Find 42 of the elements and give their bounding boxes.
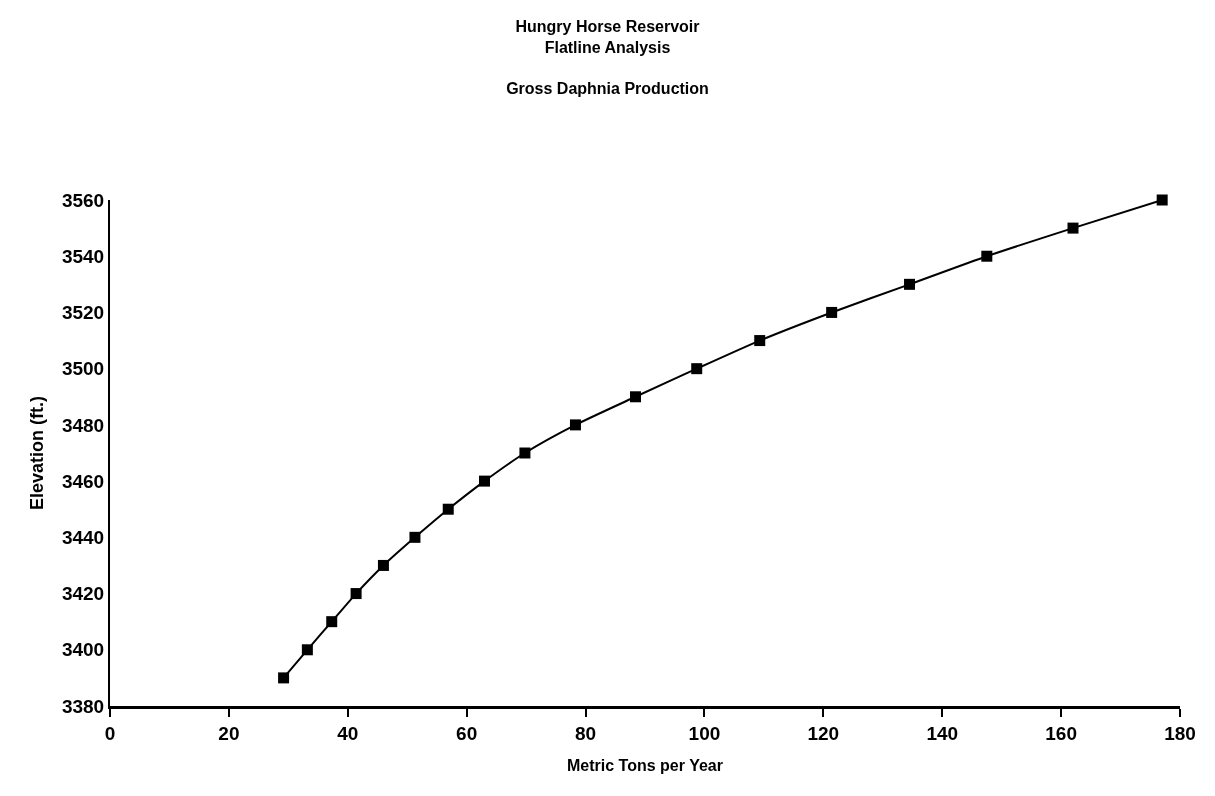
x-tick-label: 40 [337,722,359,744]
point [904,278,916,290]
y-tick-label: 3440 [61,526,105,548]
y-tick-label: 3520 [61,302,105,324]
point [1067,222,1079,234]
y-tick-label: 3480 [61,414,105,436]
y-tick-label: 3540 [61,245,105,267]
point [1156,194,1168,206]
x-tick-label: 120 [807,722,840,744]
point [519,447,531,459]
point [691,363,703,375]
x-tick-label: 100 [688,722,721,744]
y-axis-title: Elevation (ft.) [26,395,47,511]
x-tick-label: 0 [104,722,116,744]
x-tick-label: 20 [218,722,240,744]
point [442,503,454,515]
y-tick-label: 3500 [61,358,105,380]
y-tick-label: 3400 [61,639,105,661]
chart-subtitle: Gross Daphnia Production [506,80,709,98]
y-tick-label: 3560 [61,189,105,211]
y-tick-label: 3420 [61,583,105,605]
x-tick-label: 180 [1164,722,1196,744]
point [326,616,338,628]
point [826,306,838,318]
point [754,335,766,347]
x-tick-label: 60 [456,722,478,744]
x-axis-title: Metric Tons per Year [567,757,723,775]
point [377,559,389,571]
x-tick-label: 160 [1045,722,1077,744]
point [629,391,641,403]
point [301,644,313,656]
point [350,588,362,600]
chart-title: Hungry Horse Reservoir Flatline Analysis [515,17,700,56]
point [409,531,421,543]
point [569,419,581,431]
x-tick-label: 80 [574,722,597,744]
point [278,672,290,684]
point [981,250,993,262]
x-tick-label: 140 [926,722,959,744]
point [479,475,490,487]
y-tick-label: 3380 [61,695,105,717]
y-tick-label: 3460 [61,470,105,492]
